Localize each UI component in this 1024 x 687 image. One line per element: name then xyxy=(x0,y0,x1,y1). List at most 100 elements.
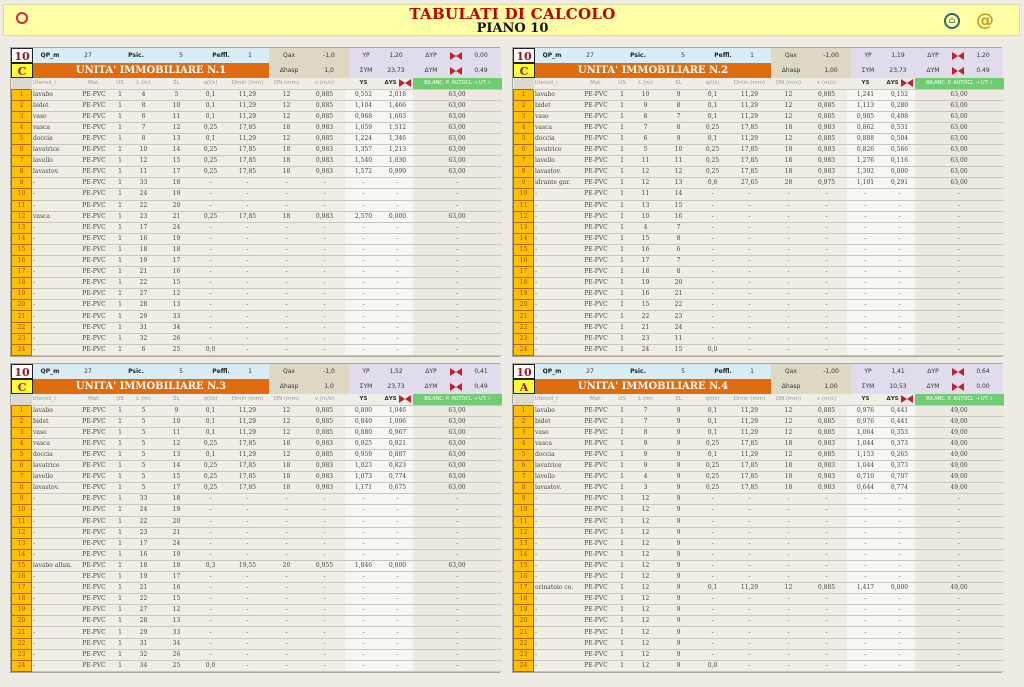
row-index[interactable]: 9 xyxy=(11,493,32,506)
row-index[interactable]: 12 xyxy=(513,210,534,223)
row-index[interactable]: 7 xyxy=(11,471,32,484)
row-index[interactable]: 10 xyxy=(11,188,32,201)
row-index[interactable]: 10 xyxy=(513,504,534,517)
row-index[interactable]: 6 xyxy=(11,144,32,157)
home-icon[interactable]: ⌂ xyxy=(944,13,960,29)
row-index[interactable]: 18 xyxy=(11,593,32,606)
row-index[interactable]: 9 xyxy=(513,177,534,190)
row-index[interactable]: 15 xyxy=(11,559,32,573)
row-index[interactable]: 11 xyxy=(513,199,534,212)
row-index[interactable]: 18 xyxy=(11,277,32,290)
row-index[interactable]: 5 xyxy=(513,448,534,462)
row-index[interactable]: 12 xyxy=(513,526,534,539)
row-index[interactable]: 20 xyxy=(11,299,32,312)
row-index[interactable]: 1 xyxy=(513,404,534,417)
row-index[interactable]: 22 xyxy=(513,637,534,650)
row-index[interactable]: 19 xyxy=(513,604,534,617)
row-index[interactable]: 22 xyxy=(11,637,32,650)
row-index[interactable]: 7 xyxy=(513,155,534,168)
cell: 63,00 xyxy=(412,405,502,417)
row-index[interactable]: 23 xyxy=(513,332,534,345)
row-index[interactable]: 19 xyxy=(513,288,534,301)
email-icon[interactable]: @ xyxy=(976,10,994,31)
row-index[interactable]: 6 xyxy=(513,144,534,157)
row-index[interactable]: 11 xyxy=(11,199,32,212)
row-index[interactable]: 3 xyxy=(513,426,534,439)
row-index[interactable]: 15 xyxy=(11,243,32,257)
row-index[interactable]: 2 xyxy=(11,415,32,428)
row-index[interactable]: 10 xyxy=(513,188,534,201)
row-index[interactable]: 17 xyxy=(513,582,534,595)
row-index[interactable]: 13 xyxy=(513,221,534,234)
row-index[interactable]: 2 xyxy=(513,415,534,428)
row-index[interactable]: 17 xyxy=(513,266,534,279)
row-index[interactable]: 15 xyxy=(513,243,534,257)
row-index[interactable]: 2 xyxy=(513,99,534,112)
row-index[interactable]: 5 xyxy=(11,132,32,146)
row-index[interactable]: 24 xyxy=(513,343,534,356)
row-index[interactable]: 6 xyxy=(11,460,32,473)
row-index[interactable]: 5 xyxy=(513,132,534,146)
row-index[interactable]: 21 xyxy=(11,626,32,639)
row-index[interactable]: 3 xyxy=(11,426,32,439)
row-index[interactable]: 7 xyxy=(513,471,534,484)
row-index[interactable]: 11 xyxy=(11,515,32,528)
row-index[interactable]: 16 xyxy=(513,570,534,584)
row-index[interactable]: 1 xyxy=(11,404,32,417)
row-index[interactable]: 17 xyxy=(11,266,32,279)
row-index[interactable]: 24 xyxy=(513,659,534,672)
row-index[interactable]: 4 xyxy=(513,437,534,450)
cell: - xyxy=(226,177,269,190)
row-index[interactable]: 21 xyxy=(11,310,32,323)
row-index[interactable]: 1 xyxy=(513,88,534,101)
row-index[interactable]: 24 xyxy=(11,343,32,356)
row-index[interactable]: 8 xyxy=(11,166,32,179)
row-index[interactable]: 13 xyxy=(11,221,32,234)
row-index[interactable]: 8 xyxy=(513,166,534,179)
row-index[interactable]: 19 xyxy=(11,604,32,617)
row-index[interactable]: 8 xyxy=(11,482,32,495)
row-index[interactable]: 8 xyxy=(513,482,534,495)
row-index[interactable]: 4 xyxy=(11,437,32,450)
row-index[interactable]: 23 xyxy=(513,648,534,661)
row-index[interactable]: 18 xyxy=(513,277,534,290)
row-index[interactable]: 16 xyxy=(11,254,32,268)
row-index[interactable]: 20 xyxy=(513,615,534,628)
row-index[interactable]: 10 xyxy=(11,504,32,517)
row-index[interactable]: 16 xyxy=(11,570,32,584)
row-index[interactable]: 22 xyxy=(513,321,534,334)
row-index[interactable]: 21 xyxy=(513,310,534,323)
row-index[interactable]: 3 xyxy=(11,110,32,123)
row-index[interactable]: 9 xyxy=(513,493,534,506)
row-index[interactable]: 23 xyxy=(11,648,32,661)
row-index[interactable]: 4 xyxy=(11,121,32,134)
row-index[interactable]: 20 xyxy=(513,299,534,312)
row-index[interactable]: 12 xyxy=(11,210,32,223)
row-index[interactable]: 21 xyxy=(513,626,534,639)
row-index[interactable]: 14 xyxy=(513,548,534,561)
row-index[interactable]: 23 xyxy=(11,332,32,345)
row-index[interactable]: 16 xyxy=(513,254,534,268)
row-index[interactable]: 18 xyxy=(513,593,534,606)
row-index[interactable]: 11 xyxy=(513,515,534,528)
row-index[interactable]: 5 xyxy=(11,448,32,462)
row-index[interactable]: 19 xyxy=(11,288,32,301)
row-index[interactable]: 2 xyxy=(11,99,32,112)
row-index[interactable]: 3 xyxy=(513,110,534,123)
row-index[interactable]: 4 xyxy=(513,121,534,134)
row-index[interactable]: 7 xyxy=(11,155,32,168)
row-index[interactable]: 24 xyxy=(11,659,32,672)
row-index[interactable]: 14 xyxy=(11,548,32,561)
row-index[interactable]: 6 xyxy=(513,460,534,473)
row-index[interactable]: 22 xyxy=(11,321,32,334)
row-index[interactable]: 14 xyxy=(513,232,534,245)
row-index[interactable]: 20 xyxy=(11,615,32,628)
row-index[interactable]: 1 xyxy=(11,88,32,101)
row-index[interactable]: 9 xyxy=(11,177,32,190)
row-index[interactable]: 14 xyxy=(11,232,32,245)
row-index[interactable]: 13 xyxy=(11,537,32,550)
row-index[interactable]: 17 xyxy=(11,582,32,595)
row-index[interactable]: 12 xyxy=(11,526,32,539)
row-index[interactable]: 13 xyxy=(513,537,534,550)
row-index[interactable]: 15 xyxy=(513,559,534,573)
